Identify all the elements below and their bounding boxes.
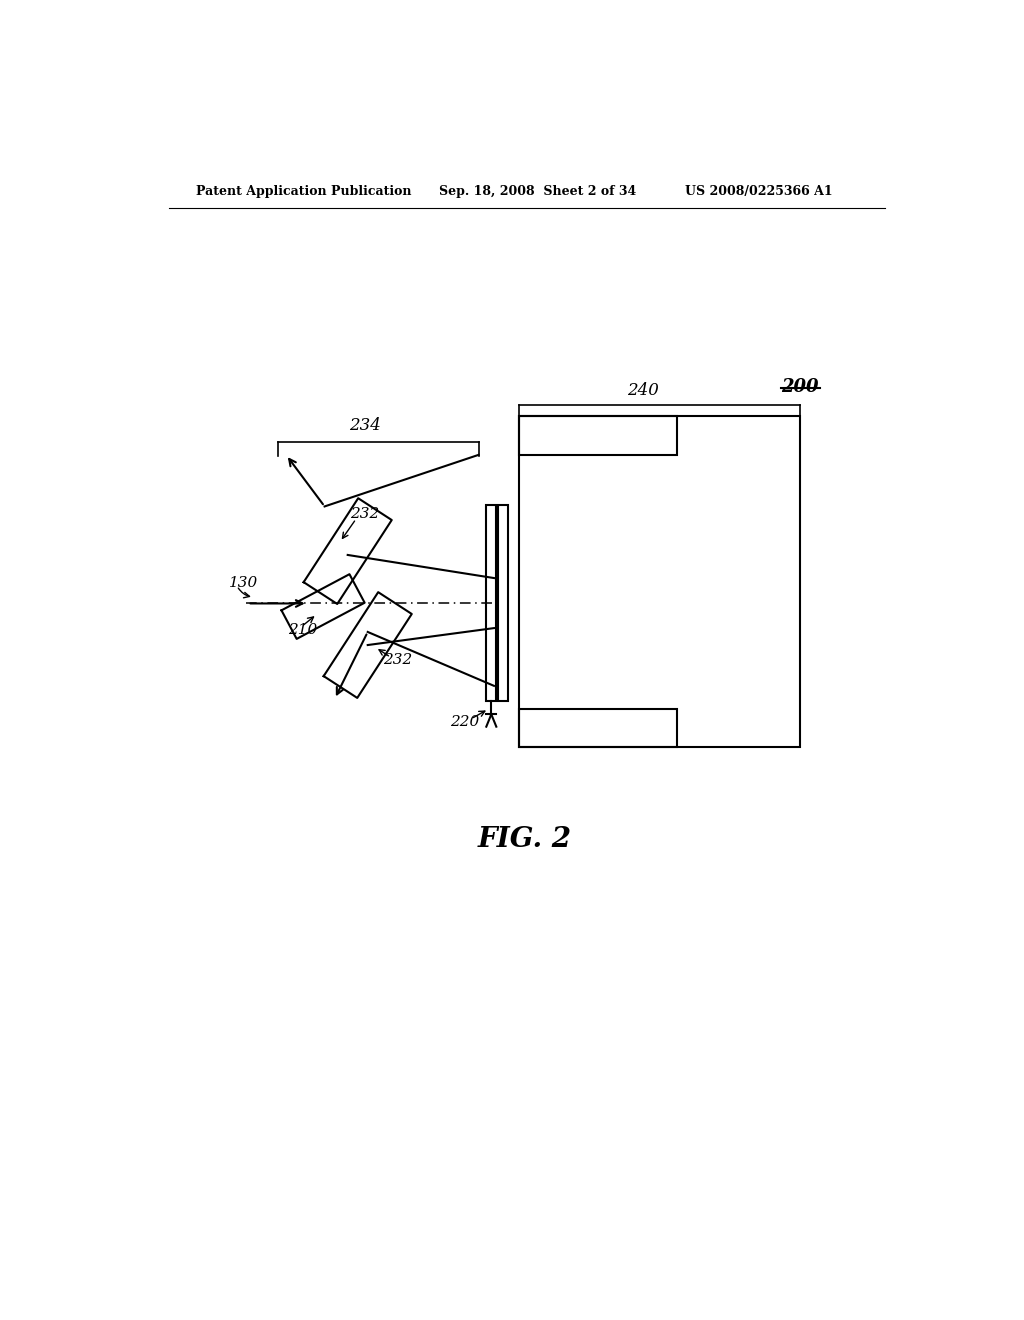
Text: 200: 200 xyxy=(781,378,819,396)
Text: 130: 130 xyxy=(229,577,258,590)
Bar xyxy=(519,709,677,747)
Text: 220: 220 xyxy=(451,715,479,729)
Bar xyxy=(486,506,497,701)
Text: 234: 234 xyxy=(349,417,381,434)
Text: FIG. 2: FIG. 2 xyxy=(478,826,571,853)
Text: US 2008/0225366 A1: US 2008/0225366 A1 xyxy=(685,185,833,198)
Bar xyxy=(519,416,801,747)
Text: Patent Application Publication: Patent Application Publication xyxy=(196,185,412,198)
Text: 232: 232 xyxy=(350,507,379,521)
Bar xyxy=(498,506,508,701)
Text: 210: 210 xyxy=(289,623,317,636)
Text: Sep. 18, 2008  Sheet 2 of 34: Sep. 18, 2008 Sheet 2 of 34 xyxy=(438,185,636,198)
Text: 240: 240 xyxy=(627,381,658,399)
Text: 232: 232 xyxy=(383,653,413,668)
Bar xyxy=(519,416,677,455)
